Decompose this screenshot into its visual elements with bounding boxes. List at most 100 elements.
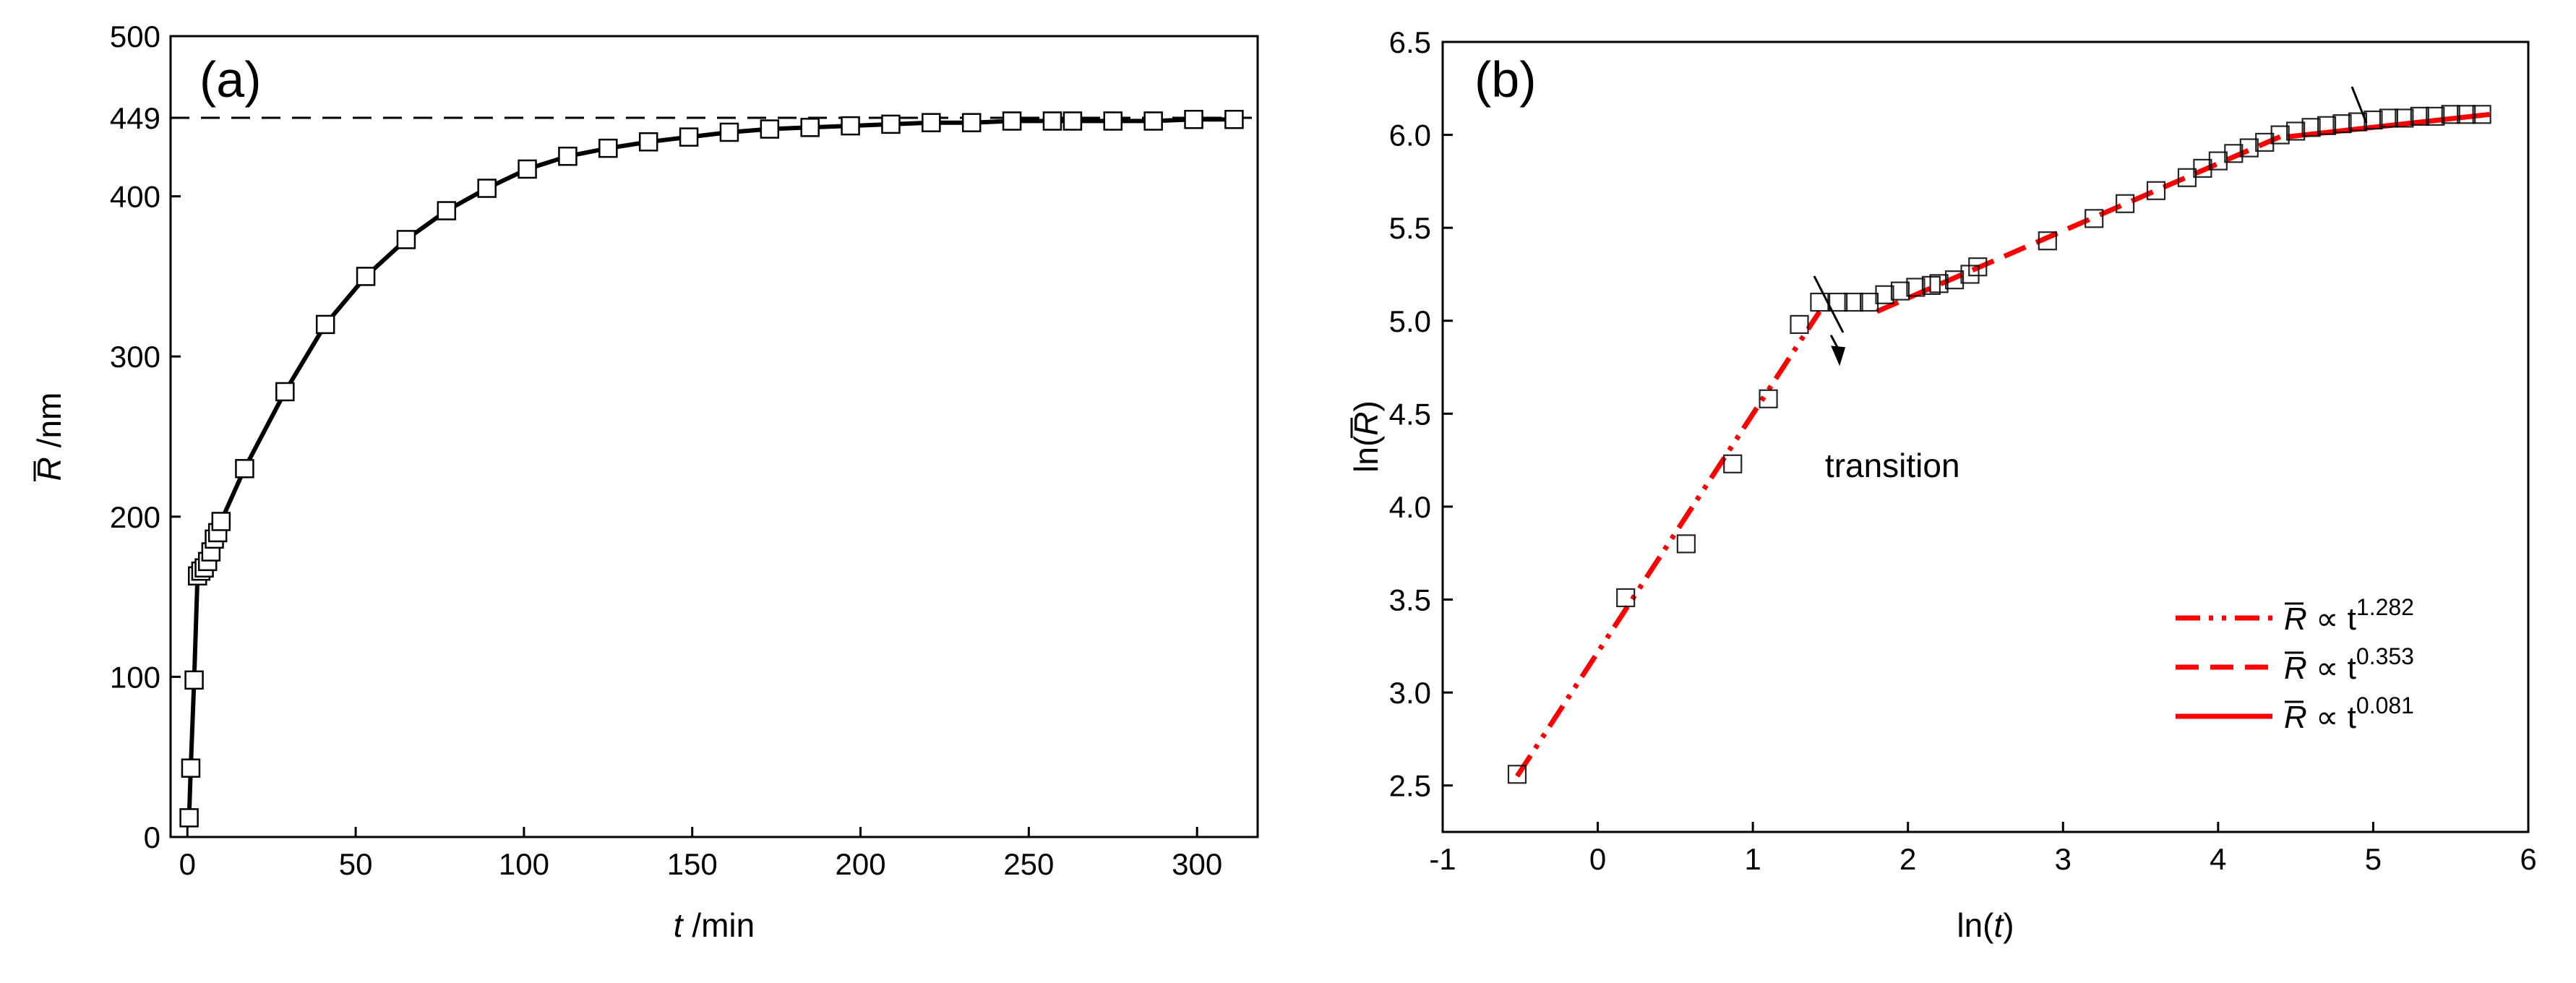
data-point-a (1062, 111, 1083, 131)
data-point-b (1759, 389, 1778, 408)
data-point-b (1859, 292, 1879, 312)
data-point-b (2457, 105, 2476, 124)
legend: R ∝ t1.282 R ∝ t0.353 R ∝ t0.081 (2176, 594, 2414, 735)
y-tick-label-b: 6.0 (1389, 119, 1431, 153)
x-tick-label-a: 0 (179, 847, 196, 881)
data-point-a (881, 114, 901, 134)
data-point-a (760, 119, 780, 139)
data-point-a (1042, 111, 1062, 131)
data-point-b (1790, 314, 1809, 335)
y-tick-label-b: 3.5 (1389, 583, 1431, 617)
x-tick-label-b: -1 (1429, 842, 1456, 876)
data-point-a (211, 512, 231, 531)
x-tick-label-a: 50 (339, 847, 373, 881)
data-point-a (518, 159, 537, 179)
fit-line-1 (1515, 309, 1822, 778)
data-point-a (184, 670, 204, 690)
data-point-a (275, 382, 295, 402)
y-tick-label-b: 5.5 (1389, 211, 1431, 245)
data-point-b (2332, 114, 2352, 134)
plot-frame-a (169, 35, 1259, 838)
y-tick-label-b: 6.5 (1389, 25, 1431, 59)
fit-line-3 (2288, 111, 2490, 139)
data-point-a (1103, 111, 1123, 131)
data-point-b (1929, 274, 1949, 293)
plot-frame-b (1441, 40, 2530, 833)
data-point-b (2193, 158, 2212, 178)
data-point-b (2395, 108, 2414, 128)
series-curve (186, 117, 1235, 818)
data-point-b (1616, 588, 1636, 608)
x-tick-label-b: 0 (1589, 842, 1606, 876)
data-point-a (598, 138, 618, 158)
fit-lines-group (1515, 111, 2490, 778)
legend-entry-3: R ∝ t0.081 (2284, 692, 2414, 735)
data-point-b (2116, 194, 2135, 213)
data-point-b (1944, 270, 1965, 290)
data-point-b (1968, 257, 1988, 277)
data-point-b (1921, 275, 1941, 296)
data-point-a (315, 314, 335, 335)
data-point-a (1143, 111, 1163, 131)
transition-label: transition (1825, 447, 1960, 484)
x-axis-label-b: ln(t) (1957, 906, 2014, 944)
y-tick-label-b: 3.0 (1389, 676, 1431, 710)
data-point-a (1224, 109, 1244, 129)
data-markers-a (179, 109, 1244, 828)
axes-frame-b (1441, 40, 2530, 833)
data-point-a (558, 146, 578, 166)
chart-panel-b: -1 0 1 2 3 4 5 6 2.5 3.0 3.5 4.0 4.5 5.0 5.5 6.0 6.5 tra… (1347, 25, 2537, 944)
data-point-a (1002, 111, 1022, 131)
x-tick-label-b: 2 (1899, 842, 1916, 876)
transition-dash-2 (2350, 86, 2368, 124)
data-point-b (2301, 118, 2321, 137)
data-point-b (1829, 292, 1848, 312)
data-point-a (1184, 109, 1203, 129)
y-tick-label-a: 200 (110, 500, 160, 534)
data-point-b (2224, 144, 2244, 163)
data-point-a (638, 132, 658, 152)
tick-labels-b: -1 0 1 2 3 4 5 6 2.5 3.0 3.5 4.0 4.5 5.0 5.5 6.0 6.5 (1389, 25, 2537, 876)
data-point-b (2038, 231, 2057, 251)
axes-frame-a (169, 35, 1259, 838)
data-point-a (800, 118, 820, 137)
data-point-a (437, 201, 457, 220)
y-axis-label-b: ln(R) (1347, 400, 1385, 473)
x-tick-label-b: 5 (2365, 842, 2382, 876)
data-point-b (2085, 209, 2104, 228)
legend-entry-2: R ∝ t0.353 (2284, 643, 2414, 686)
data-point-a (961, 113, 982, 132)
x-tick-label-a: 150 (667, 847, 718, 881)
data-point-b (2270, 125, 2290, 145)
x-axis-label-a: t /min (674, 906, 755, 944)
y-tick-label-a: 449 (110, 101, 160, 135)
y-tick-label-b: 4.5 (1389, 397, 1431, 431)
data-point-b (2317, 116, 2337, 135)
x-tick-label-a: 300 (1172, 847, 1222, 881)
data-point-a (841, 116, 860, 136)
x-tick-label-b: 3 (2055, 842, 2071, 876)
data-point-b (1906, 278, 1925, 297)
chart-panel-a: 0 50 100 150 200 250 300 0 100 200 300 400 449 500 (a… (30, 20, 1259, 944)
panel-label-a: (a) (199, 51, 262, 108)
data-point-a (719, 122, 739, 142)
data-point-b (2208, 151, 2228, 171)
x-tick-label-a: 100 (499, 847, 549, 881)
y-tick-label-b: 5.0 (1389, 304, 1431, 338)
y-tick-label-a: 500 (110, 20, 160, 53)
data-point-a (235, 459, 254, 478)
x-tick-label-b: 1 (1744, 842, 1761, 876)
data-point-a (181, 758, 201, 778)
legend-entry-1: R ∝ t1.282 (2284, 594, 2414, 637)
data-point-a (179, 808, 199, 828)
data-point-b (2410, 106, 2429, 126)
x-tick-label-b: 6 (2520, 842, 2536, 876)
data-point-b (1844, 292, 1863, 312)
data-point-b (1960, 265, 1980, 284)
transition-dash-1 (1813, 275, 1845, 333)
data-point-a (477, 179, 497, 198)
y-tick-label-a: 100 (110, 660, 160, 694)
data-point-b (2472, 105, 2491, 124)
data-point-b (2255, 132, 2275, 152)
